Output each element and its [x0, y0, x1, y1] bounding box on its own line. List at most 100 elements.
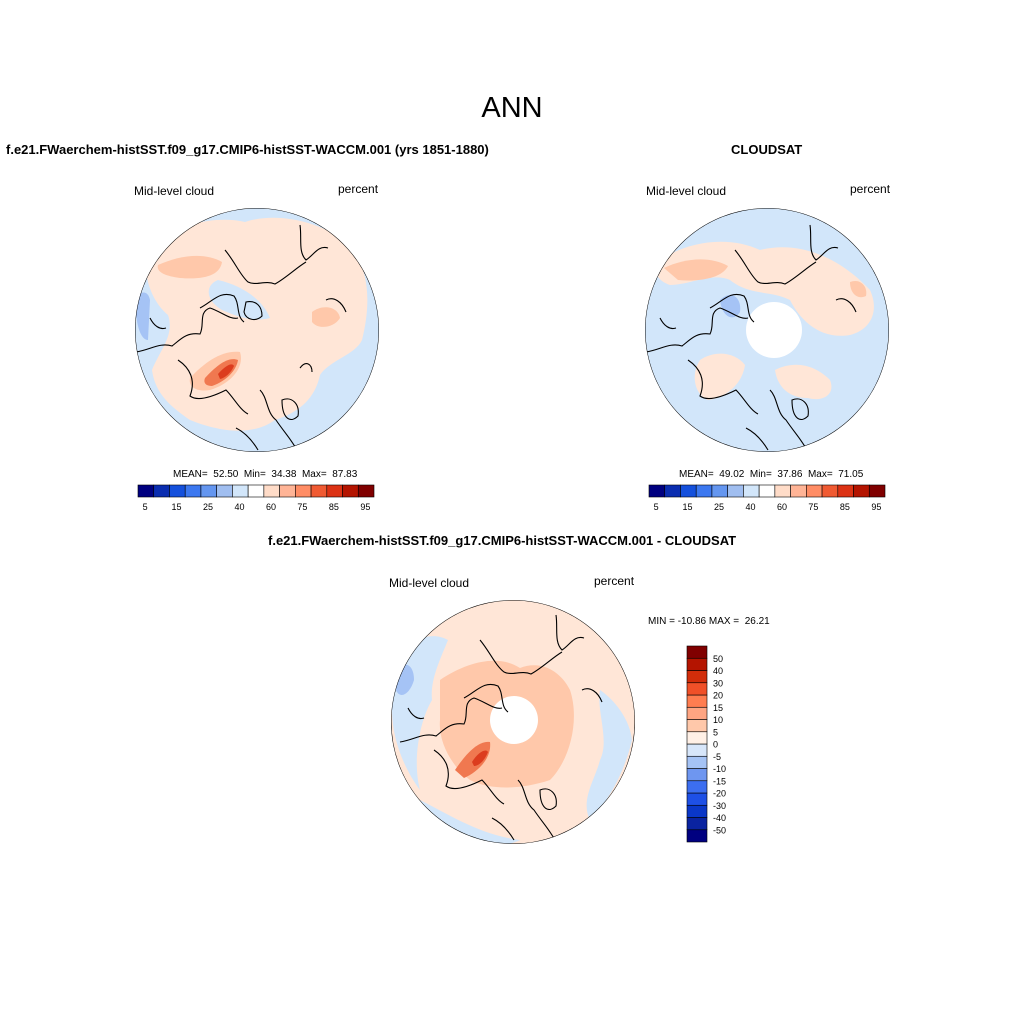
colorbar-cloudsat-cell: [774, 484, 791, 498]
map-diff-coastlines: [399, 614, 603, 843]
panel-2-stats: MEAN= 49.02 Min= 37.86 Max= 71.05: [679, 469, 864, 480]
panel-2-units-label: percent: [850, 182, 891, 196]
colorbar-cloudsat-cell: [711, 484, 728, 498]
colorbar-diff-tick-label: 30: [713, 678, 723, 688]
colorbar-model-tick-label: 95: [360, 502, 370, 512]
colorbar-cloudsat-cell: [695, 484, 713, 498]
colorbar-diff-cell: [686, 682, 708, 696]
colorbar-diff-cell: [686, 755, 708, 769]
colorbar-diff-cell: [686, 731, 708, 745]
colorbar-model-cell: [263, 484, 280, 498]
colorbar-cloudsat-cell: [648, 484, 666, 498]
map-model: [135, 208, 379, 452]
colorbar-cloudsat-tick-label: 15: [683, 502, 693, 512]
colorbar-diff-cell: [686, 694, 708, 708]
map-cloudsat-polar-gap: [746, 302, 802, 358]
colorbar-model-tick-label: 15: [172, 502, 182, 512]
panel-3-variable-label: Mid-level cloud: [389, 576, 470, 590]
colorbar-model-cell: [326, 484, 343, 498]
colorbar-diff-tick-label: -50: [713, 825, 726, 835]
colorbar-model-tick-label: 60: [266, 502, 276, 512]
colorbar-cloudsat-cell: [758, 484, 776, 498]
colorbar-cloudsat-tick-label: 60: [777, 502, 787, 512]
colorbar-diff-cell: [686, 657, 708, 671]
panel-2-variable-label: Mid-level cloud: [646, 184, 727, 198]
map-diff-polar-gap: [490, 696, 538, 744]
colorbar-diff-tick-label: -20: [713, 789, 726, 799]
panel-1-units-label: percent: [338, 182, 379, 196]
colorbar-model-tick-label: 25: [203, 502, 213, 512]
colorbar-model-cell: [232, 484, 249, 498]
colorbar-cloudsat-cell: [821, 484, 839, 498]
colorbar-model-cell: [184, 484, 202, 498]
colorbar-cloudsat-tick-label: 75: [808, 502, 818, 512]
colorbar-cloudsat-cell: [868, 484, 886, 498]
colorbar-diff-tick-label: 10: [713, 715, 723, 725]
map-model-field-blue-notch: [208, 280, 270, 320]
colorbar-model-tick-label: 75: [297, 502, 307, 512]
colorbar-diff-tick-label: -5: [713, 752, 721, 762]
colorbar-diff-cell: [686, 670, 708, 684]
colorbar-diff-tick-label: -30: [713, 801, 726, 811]
colorbar-diff-cell: [686, 719, 708, 733]
panel-1-stats: MEAN= 52.50 Min= 34.38 Max= 87.83: [173, 469, 358, 480]
colorbar-diff-tick-label: 15: [713, 703, 723, 713]
colorbar-diff-cell: [686, 792, 708, 806]
colorbar-diff-tick-label: -15: [713, 776, 726, 786]
colorbar-model-cell: [310, 484, 328, 498]
colorbar-cloudsat-cell: [853, 484, 870, 498]
main-title: ANN: [481, 92, 543, 124]
map-model-field-max: [218, 364, 234, 379]
colorbar-diff-cell: [686, 780, 708, 794]
map-diff-field-max: [472, 750, 488, 766]
colorbar-cloudsat-cell: [743, 484, 760, 498]
map-cloudsat-coastlines: [645, 224, 857, 452]
colorbar-cloudsat-tick-label: 40: [745, 502, 755, 512]
panel-3-units-label: percent: [594, 574, 635, 588]
colorbar-model-tick-label: 5: [143, 502, 148, 512]
colorbar-model-cell: [169, 484, 186, 498]
colorbar-diff-tick-label: -10: [713, 764, 726, 774]
colorbar-cloudsat-tick-label: 85: [840, 502, 850, 512]
colorbar-cloudsat-cell: [727, 484, 744, 498]
colorbar-cloudsat-tick-label: 95: [871, 502, 881, 512]
colorbar-cloudsat-cell: [664, 484, 681, 498]
map-model-field-blue-edge: [135, 292, 150, 340]
colorbar-diff-tick-label: 5: [713, 727, 718, 737]
map-cloudsat-field-blue-mid: [720, 295, 741, 318]
colorbar-model-cell: [247, 484, 265, 498]
map-diff-field-neg-east: [586, 690, 632, 820]
map-cloudsat-field-mid-b: [850, 280, 867, 298]
colorbar-diff-cell: [686, 768, 708, 782]
colorbar-model-cell: [137, 484, 155, 498]
colorbar-diff-tick-label: 40: [713, 666, 723, 676]
panel-3-title: f.e21.FWaerchem-histSST.f09_g17.CMIP6-hi…: [268, 533, 737, 548]
colorbar-model-cell: [200, 484, 217, 498]
colorbar-diff-cell: [686, 829, 708, 843]
map-cloudsat-field-pos-east: [775, 364, 832, 400]
colorbar-model: 5 15 25 40 60 75 85 95: [137, 484, 375, 512]
colorbar-diff-tick-label: 20: [713, 691, 723, 701]
colorbar-cloudsat-cell: [790, 484, 807, 498]
colorbar-model-cell: [216, 484, 233, 498]
map-cloudsat-field-pos-south: [694, 353, 745, 400]
colorbar-cloudsat-tick-label: 5: [654, 502, 659, 512]
colorbar-model-cell: [357, 484, 375, 498]
colorbar-cloudsat-cell: [806, 484, 823, 498]
colorbar-cloudsat: 5 15 25 40 60 75 85 95: [648, 484, 886, 512]
colorbar-diff-cell: [686, 706, 708, 720]
colorbar-model-cell: [295, 484, 312, 498]
colorbar-diff-cell: [686, 817, 708, 831]
panel-1-variable-label: Mid-level cloud: [134, 184, 215, 198]
panel-3-stats: MIN = -10.86 MAX = 26.21: [648, 616, 770, 627]
colorbar-model-cell: [153, 484, 170, 498]
map-diff: [391, 600, 635, 844]
colorbar-cloudsat-cell: [837, 484, 854, 498]
colorbar-model-tick-label: 40: [234, 502, 244, 512]
colorbar-diff-tick-label: 50: [713, 654, 723, 664]
colorbar-model-tick-label: 85: [329, 502, 339, 512]
colorbar-diff-tick-label: -40: [713, 813, 726, 823]
colorbar-cloudsat-cell: [680, 484, 697, 498]
